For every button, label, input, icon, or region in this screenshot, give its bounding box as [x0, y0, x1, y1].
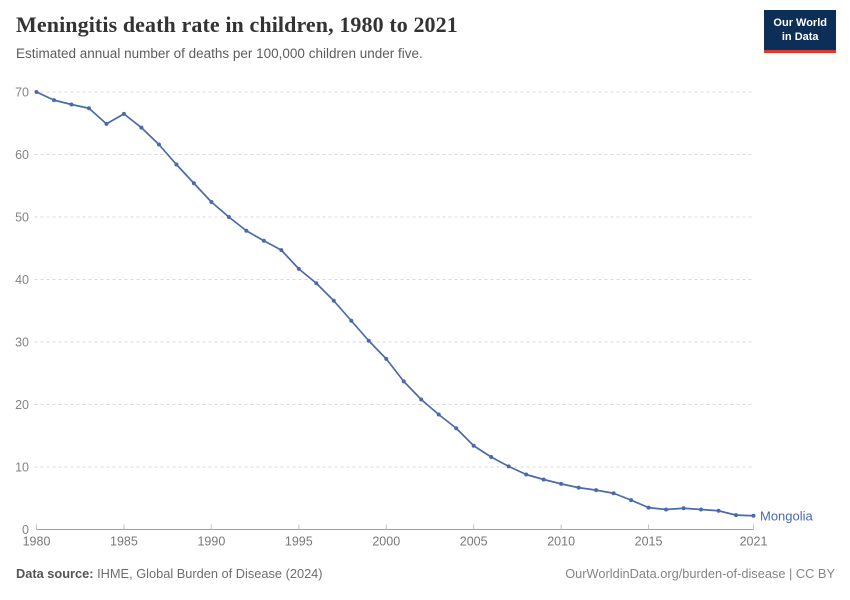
- x-tick-label: 1990: [197, 535, 225, 549]
- data-point: [191, 181, 196, 186]
- data-point: [69, 102, 74, 107]
- chart-header: Meningitis death rate in children, 1980 …: [16, 10, 836, 61]
- owid-logo-line1: Our World: [773, 17, 827, 29]
- data-point: [436, 412, 441, 417]
- y-tick-label: 0: [22, 523, 29, 537]
- y-tick-label: 10: [15, 460, 29, 474]
- data-point: [34, 90, 39, 94]
- x-tick-label: 2021: [740, 535, 768, 549]
- y-tick-label: 60: [15, 148, 29, 162]
- data-point: [121, 111, 126, 116]
- data-source-label: Data source:: [16, 566, 94, 581]
- data-point: [454, 426, 459, 431]
- data-point: [699, 507, 704, 512]
- data-point: [751, 513, 756, 518]
- chart-subtitle: Estimated annual number of deaths per 10…: [16, 46, 423, 61]
- x-tick-label: 2015: [635, 535, 663, 549]
- data-point: [664, 507, 669, 512]
- data-point: [629, 498, 634, 503]
- data-point: [716, 508, 721, 513]
- data-point: [296, 266, 301, 271]
- data-line: [35, 91, 755, 517]
- x-tick-label: 2005: [460, 535, 488, 549]
- data-point: [349, 318, 354, 323]
- y-tick-label: 70: [15, 85, 29, 99]
- data-point: [366, 338, 371, 343]
- data-point: [226, 215, 231, 219]
- data-point: [86, 106, 91, 111]
- x-tick-label: 2000: [372, 535, 400, 549]
- y-tick-label: 40: [15, 273, 29, 287]
- data-point: [681, 506, 686, 511]
- entity-label[interactable]: Mongolia: [760, 508, 814, 523]
- x-tick-label: 1980: [23, 535, 51, 549]
- data-point: [139, 125, 144, 130]
- data-point: [279, 248, 284, 253]
- data-point: [471, 443, 476, 448]
- data-point: [174, 162, 179, 167]
- y-tick-label: 30: [15, 335, 29, 349]
- x-tick-label: 1985: [110, 535, 138, 549]
- data-point: [209, 200, 214, 204]
- y-tick-label: 20: [15, 398, 29, 412]
- owid-logo[interactable]: Our World in Data: [764, 10, 836, 53]
- data-point: [541, 477, 546, 482]
- data-point: [419, 397, 424, 402]
- x-tick-label: 2010: [547, 535, 575, 549]
- chart-area: 0 10 20 30 40 50 60 70 1980 1985 1990 1995 2000 2005 2…: [0, 78, 850, 558]
- license-note[interactable]: OurWorldinData.org/burden-of-disease | C…: [565, 566, 835, 581]
- data-source-value: IHME, Global Burden of Disease (2024): [93, 566, 323, 581]
- data-point: [331, 298, 336, 303]
- page-title: Meningitis death rate in children, 1980 …: [16, 12, 458, 37]
- data-point: [401, 379, 406, 384]
- data-point: [524, 472, 529, 477]
- line-chart-svg[interactable]: 0 10 20 30 40 50 60 70 1980 1985 1990 1995 2000 2005 2…: [0, 78, 850, 558]
- data-point: [314, 281, 319, 286]
- data-point: [156, 142, 161, 147]
- chart-footer: Data source: IHME, Global Burden of Dise…: [16, 566, 835, 581]
- data-point: [734, 513, 739, 518]
- data-point: [384, 356, 389, 361]
- y-tick-label: 50: [15, 210, 29, 224]
- data-point: [576, 485, 581, 490]
- data-point: [611, 491, 616, 496]
- data-point: [489, 455, 494, 459]
- data-point: [559, 481, 564, 486]
- data-point: [104, 121, 109, 126]
- owid-logo-line2: in Data: [781, 31, 819, 44]
- x-tick-label: 1995: [285, 535, 313, 549]
- data-point: [51, 98, 56, 103]
- data-point: [244, 228, 249, 233]
- data-point: [506, 464, 511, 469]
- data-point: [594, 488, 599, 493]
- data-source: Data source: IHME, Global Burden of Dise…: [16, 566, 323, 581]
- data-point: [646, 505, 651, 510]
- data-point: [261, 238, 266, 243]
